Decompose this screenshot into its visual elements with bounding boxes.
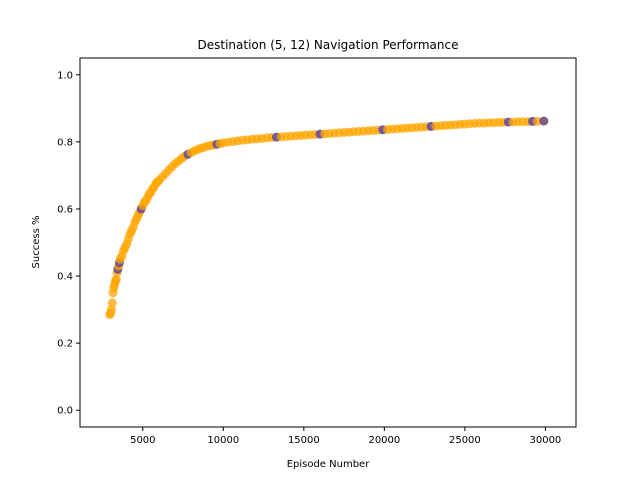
y-tick-label: 0.6: [57, 204, 73, 215]
x-tick-label: 30000: [529, 435, 561, 446]
scatter-point: [107, 298, 117, 308]
y-axis-ticks: 0.0 0.2 0.4 0.6 0.8 1.0: [57, 70, 80, 417]
scatter-point: [539, 116, 549, 126]
x-axis-ticks: 5000 10000 15000 20000 25000 30000: [130, 427, 561, 446]
y-tick-label: 0.0: [57, 406, 73, 417]
x-tick-label: 25000: [449, 435, 481, 446]
data-points: [105, 116, 549, 320]
x-tick-label: 10000: [207, 435, 239, 446]
y-axis-label: Success %: [31, 216, 42, 269]
scatter-point: [532, 116, 542, 126]
x-tick-label: 5000: [130, 435, 155, 446]
y-tick-label: 1.0: [57, 70, 73, 81]
plot-frame: [79, 57, 577, 428]
x-axis-label: Episode Number: [287, 459, 371, 470]
y-tick-label: 0.2: [57, 339, 73, 350]
scatter-point: [111, 274, 121, 284]
y-tick-label: 0.4: [57, 272, 73, 283]
x-tick-label: 20000: [368, 435, 400, 446]
chart-title: Destination (5, 12) Navigation Performan…: [198, 38, 459, 52]
x-tick-label: 15000: [288, 435, 320, 446]
scatter-point: [106, 305, 116, 315]
y-tick-label: 0.8: [57, 137, 73, 148]
